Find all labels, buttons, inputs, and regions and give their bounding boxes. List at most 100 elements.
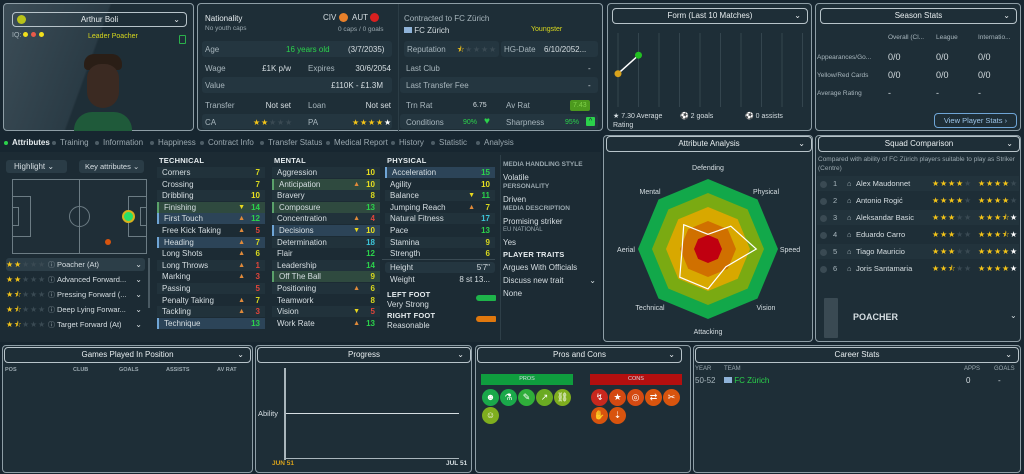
info-icon[interactable]: ⓘ [48, 307, 57, 314]
squad-row[interactable]: 6 ⌂ Joris Santamaria ★★⯪★★ ★★★★★ [817, 261, 1019, 276]
info-icon[interactable]: ⓘ [48, 277, 57, 284]
season-dropdown[interactable]: Season Stats ⌄ [820, 8, 1017, 24]
attribute-free-kick-taking[interactable]: Free Kick Taking ▲ 5 [157, 225, 265, 236]
pro-icon[interactable]: ☻ [482, 389, 499, 406]
attribute-aggression[interactable]: Aggression 10 [272, 167, 380, 178]
tab-information[interactable]: Information [95, 138, 143, 147]
tab-history[interactable]: History [391, 138, 424, 147]
pro-icon[interactable]: ⛓ [554, 389, 571, 406]
attribute-technique[interactable]: Technique 13 [157, 317, 265, 329]
tab-analysis[interactable]: Analysis [476, 138, 514, 147]
con-icon[interactable]: ◎ [627, 389, 644, 406]
attribute-agility[interactable]: Agility 10 [385, 179, 495, 190]
attribute-flair[interactable]: Flair 12 [272, 248, 380, 259]
attribute-pace[interactable]: Pace 13 [385, 225, 495, 236]
chevron-down-icon[interactable]: ⌄ [135, 305, 142, 314]
form-dropdown[interactable]: Form (Last 10 Matches) ⌄ [612, 8, 808, 24]
attribute-passing[interactable]: Passing 5 [157, 283, 265, 294]
tab-transfer-status[interactable]: Transfer Status [260, 138, 322, 147]
con-icon[interactable]: ↯ [591, 389, 608, 406]
attribute-strength[interactable]: Strength 6 [385, 248, 495, 259]
form-point[interactable] [614, 70, 622, 78]
attribute-first-touch[interactable]: First Touch ▲ 12 [157, 213, 265, 225]
attribute-acceleration[interactable]: Acceleration 15 [385, 167, 495, 178]
squad-comparison-dropdown[interactable]: Squad Comparison ⌄ [818, 136, 1020, 152]
attribute-dribbling[interactable]: Dribbling 10 [157, 190, 265, 202]
player-name-dropdown[interactable]: Arthur Boli ⌄ [12, 12, 187, 27]
attribute-tackling[interactable]: Tackling ▲ 3 [157, 306, 265, 318]
chevron-down-icon[interactable]: ⌄ [135, 290, 142, 299]
radio-icon[interactable] [820, 265, 827, 273]
attribute-determination[interactable]: Determination 18 [272, 236, 380, 248]
club-name[interactable]: FC Zürich [414, 26, 450, 35]
info-icon[interactable]: ⓘ [48, 292, 57, 299]
radio-icon[interactable] [820, 180, 827, 188]
attribute-penalty-taking[interactable]: Penalty Taking ▲ 7 [157, 295, 265, 306]
clipboard-icon[interactable] [179, 35, 186, 44]
attribute-stamina[interactable]: Stamina 9 [385, 236, 495, 248]
pro-icon[interactable]: ⚗ [500, 389, 517, 406]
discuss-trait-dropdown[interactable]: Discuss new trait ⌄ [503, 276, 598, 285]
tab-contract-info[interactable]: Contract Info [200, 138, 254, 147]
squad-row[interactable]: 2 ⌂ Antonio Rogić ★★★★★ ★★★★★ [817, 193, 1019, 208]
nation-aut[interactable]: AUT [352, 13, 368, 22]
con-icon[interactable]: ⇄ [645, 389, 662, 406]
attribute-corners[interactable]: Corners 7 [157, 167, 265, 178]
attribute-leadership[interactable]: Leadership 14 [272, 259, 380, 271]
nation-civ[interactable]: CIV [323, 13, 337, 22]
role-chevron-icon[interactable]: ⌄ [1010, 311, 1017, 320]
role-row[interactable]: ★⯪★★★ ⓘ Pressing Forward (... ⌄ [6, 288, 145, 301]
info-icon[interactable]: ⓘ [48, 262, 57, 269]
tab-training[interactable]: Training [52, 138, 89, 147]
attribute-composure[interactable]: Composure 13 [272, 201, 380, 213]
attribute-heading[interactable]: Heading ▲ 7 [157, 236, 265, 248]
squad-row[interactable]: 4 ⌂ Eduardo Carro ★★★★★ ★★★⯪★ [817, 227, 1019, 242]
radio-icon[interactable] [820, 197, 827, 205]
pros-cons-dropdown[interactable]: Pros and Cons ⌄ [477, 347, 682, 363]
role-row[interactable]: ★★★★★ ⓘ Advanced Forward... ⌄ [6, 273, 145, 286]
tab-happiness[interactable]: Happiness [150, 138, 196, 147]
info-icon[interactable]: ⓘ [48, 322, 57, 329]
attribute-long-shots[interactable]: Long Shots ▲ 6 [157, 248, 265, 259]
attribute-work-rate[interactable]: Work Rate ▲ 13 [272, 318, 380, 329]
attribute-balance[interactable]: Balance ▼ 11 [385, 190, 495, 202]
attribute-natural-fitness[interactable]: Natural Fitness 17 [385, 213, 495, 225]
form-point[interactable] [635, 51, 642, 59]
radio-icon[interactable] [820, 248, 827, 256]
tab-medical-report[interactable]: Medical Report [326, 138, 388, 147]
attribute-analysis-dropdown[interactable]: Attribute Analysis ⌄ [606, 136, 812, 152]
attribute-crossing[interactable]: Crossing 7 [157, 179, 265, 190]
progress-dropdown[interactable]: Progress ⌄ [257, 347, 471, 363]
attribute-off-the-ball[interactable]: Off The Ball 9 [272, 271, 380, 283]
chevron-down-icon[interactable]: ⌄ [135, 275, 142, 284]
games-played-dropdown[interactable]: Games Played In Position ⌄ [4, 347, 251, 363]
attribute-decisions[interactable]: Decisions ▼ 10 [272, 225, 380, 236]
squad-row[interactable]: 5 ⌂ Tiago Mauricio ★★★★★ ★★★★★ [817, 244, 1019, 259]
key-attributes-dropdown[interactable]: Key attributes ⌄ [79, 160, 144, 173]
attribute-finishing[interactable]: Finishing ▼ 14 [157, 201, 265, 213]
con-icon[interactable]: ⇣ [609, 407, 626, 424]
chevron-down-icon[interactable]: ⌄ [135, 320, 142, 329]
squad-row[interactable]: 1 ⌂ Alex Maudonnet ★★★★★ ★★★★★ [817, 176, 1019, 191]
career-team[interactable]: FC Zürich [724, 376, 769, 385]
attribute-marking[interactable]: Marking ▲ 3 [157, 271, 265, 282]
radio-icon[interactable] [820, 214, 827, 222]
tab-attributes[interactable]: Attributes [4, 138, 50, 147]
attribute-positioning[interactable]: Positioning ▲ 6 [272, 283, 380, 294]
role-row[interactable]: ★★★★★ ⓘ Poacher (At) ⌄ [6, 258, 145, 271]
con-icon[interactable]: ★ [609, 389, 626, 406]
pro-icon[interactable]: ☺ [482, 407, 499, 424]
roles-scrollbar[interactable] [148, 258, 150, 308]
radio-icon[interactable] [820, 231, 827, 239]
con-icon[interactable]: ✋ [591, 407, 608, 424]
attribute-teamwork[interactable]: Teamwork 8 [272, 295, 380, 306]
attribute-bravery[interactable]: Bravery 8 [272, 190, 380, 202]
attribute-jumping-reach[interactable]: Jumping Reach ▲ 7 [385, 202, 495, 213]
attribute-anticipation[interactable]: Anticipation ▲ 10 [272, 178, 380, 190]
tab-statistic[interactable]: Statistic [431, 138, 467, 147]
view-player-stats-button[interactable]: View Player Stats › [934, 113, 1017, 128]
attribute-vision[interactable]: Vision ▼ 5 [272, 306, 380, 318]
attribute-long-throws[interactable]: Long Throws ▲ 1 [157, 259, 265, 271]
highlight-dropdown[interactable]: Highlight ⌄ [6, 160, 67, 173]
squad-row[interactable]: 3 ⌂ Aleksandar Basic ★★★★★ ★★★⯪★ [817, 210, 1019, 225]
